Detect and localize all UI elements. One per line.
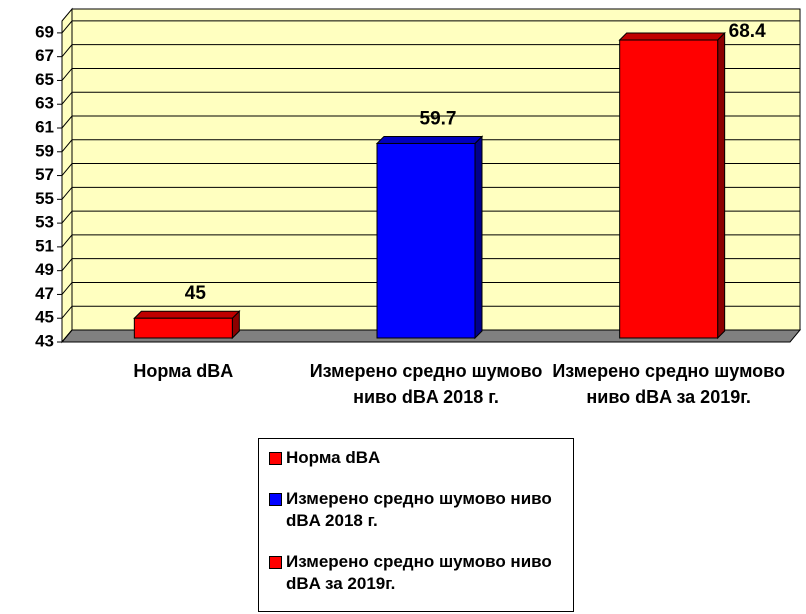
y-tick-label: 51 [35, 236, 54, 255]
legend-swatch [269, 556, 282, 569]
grid-line [61, 329, 800, 343]
bar-side [474, 135, 483, 340]
y-tick-label: 69 [35, 22, 54, 41]
y-tick-label: 47 [35, 284, 54, 303]
bar [376, 142, 476, 339]
bar [619, 39, 719, 339]
grid-line [61, 139, 800, 153]
legend-label: Норма dBA [286, 448, 381, 467]
bar-top [375, 135, 484, 144]
legend: Норма dBA Измерено средно шумово ниво dBA… [258, 438, 574, 612]
grid-line [61, 281, 800, 295]
y-tick-label: 61 [35, 117, 54, 136]
legend-label: Измерено средно шумово ниво dBA за 2019г… [286, 552, 552, 593]
legend-swatch [269, 452, 282, 465]
legend-entry: Измерено средно шумово ниво dBA за 2019г… [269, 551, 567, 595]
x-tick-label: Измерено средно шумово ниво dBA за 2019г… [552, 361, 785, 407]
y-tick-label: 65 [35, 70, 54, 89]
y-tick-label: 55 [35, 189, 54, 208]
x-tick-label: Измерено средно шумово ниво dBA 2018 г. [309, 361, 543, 407]
y-tick-label: 53 [35, 213, 54, 232]
y-tick-label: 63 [35, 94, 54, 113]
bar-side [717, 31, 726, 340]
grid-line [61, 44, 800, 57]
legend-entry: Норма dBA [269, 447, 567, 469]
legend-entry: Измерено средно шумово ниво dBA 2018 г. [269, 488, 567, 532]
legend-label: Измерено средно шумово ниво dBA 2018 г. [286, 489, 552, 530]
grid-line [61, 210, 800, 224]
y-tick-label: 59 [35, 141, 54, 160]
grid-line [61, 186, 800, 200]
y-tick-label: 45 [35, 308, 54, 327]
grid-line [61, 67, 800, 81]
x-tick-label: Норма dBA [133, 361, 234, 381]
grid-line [61, 91, 800, 105]
value-label: 45 [185, 283, 207, 304]
grid-line [61, 258, 800, 271]
grid-line [61, 20, 800, 34]
value-label: 68.4 [729, 21, 766, 42]
bar-top [618, 32, 726, 41]
grid-line [61, 305, 800, 319]
y-tick-label: 43 [35, 331, 54, 350]
bar [133, 317, 233, 339]
y-tick-label: 57 [35, 165, 54, 184]
legend-swatch [269, 493, 282, 506]
value-label: 59.7 [420, 108, 457, 129]
grid-line [61, 115, 800, 129]
y-tick-label: 67 [35, 46, 54, 65]
grid-line [61, 163, 800, 176]
bar-top [133, 310, 241, 319]
grid-line [61, 234, 800, 248]
y-tick-label: 49 [35, 260, 54, 279]
